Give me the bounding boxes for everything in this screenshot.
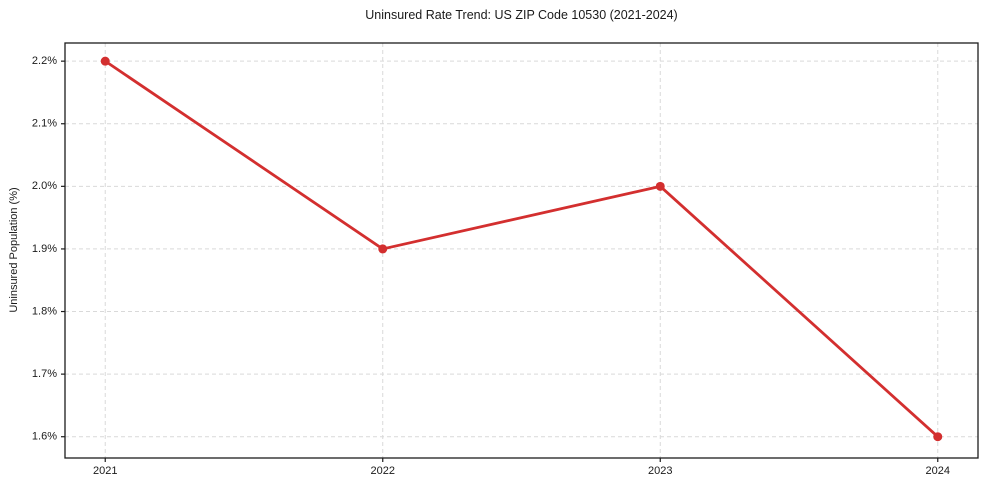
y-tick-label: 2.1%	[32, 118, 57, 130]
x-tick-label: 2022	[371, 465, 395, 477]
x-tick-label: 2021	[93, 465, 117, 477]
y-tick-label: 2.2%	[32, 55, 57, 67]
y-tick-label: 1.6%	[32, 431, 57, 443]
chart-title: Uninsured Rate Trend: US ZIP Code 10530 …	[365, 8, 678, 22]
y-tick-label: 2.0%	[32, 180, 57, 192]
data-point-marker	[100, 56, 110, 66]
axes-box	[64, 42, 979, 459]
trend-line	[103, 59, 940, 439]
data-point-marker	[655, 181, 665, 191]
y-tick-label: 1.8%	[32, 305, 57, 317]
data-point-marker	[933, 432, 943, 442]
y-tick-label: 1.9%	[32, 243, 57, 255]
data-point-marker	[378, 244, 388, 254]
x-tick-label: 2024	[926, 465, 950, 477]
x-tick-label: 2023	[648, 465, 672, 477]
y-tick-label: 1.7%	[32, 368, 57, 380]
